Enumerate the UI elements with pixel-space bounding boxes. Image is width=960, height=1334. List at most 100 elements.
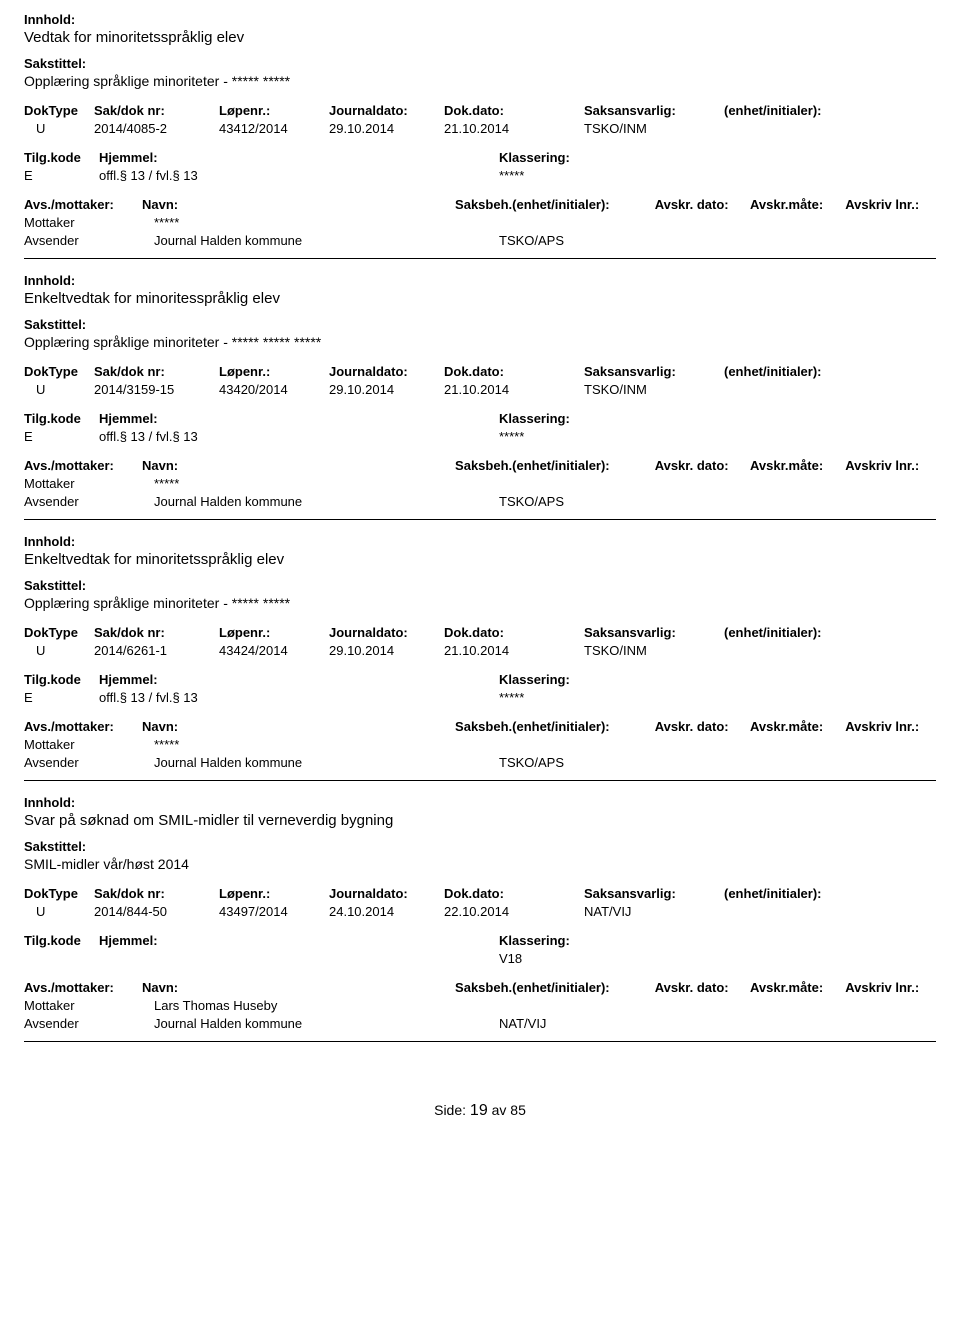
avskrmate-header: Avskr.måte:: [750, 719, 845, 734]
mottaker-name: *****: [154, 215, 499, 230]
dokdato-value: 22.10.2014: [444, 904, 584, 919]
sak-value: 2014/4085-2: [94, 121, 219, 136]
klassering-header: Klassering:: [499, 672, 699, 687]
saksbeh-header: Saksbeh.(enhet/initialer):: [455, 980, 655, 995]
journaldato-header: Journaldato:: [329, 364, 444, 379]
enhet-value: [724, 904, 874, 919]
sak-header: Sak/dok nr:: [94, 625, 219, 640]
avsender-unit: TSKO/APS: [499, 494, 719, 509]
tilg-headers: Tilg.kode Hjemmel: Klassering:: [24, 150, 936, 165]
record-divider: [24, 519, 936, 520]
avsender-label: Avsender: [24, 233, 154, 248]
klassering-value: *****: [499, 429, 699, 444]
lopenr-value: 43424/2014: [219, 643, 329, 658]
column-values: U 2014/4085-2 43412/2014 29.10.2014 21.1…: [24, 121, 936, 136]
sakstittel-label: Sakstittel:: [24, 317, 936, 332]
avskrdato-header: Avskr. dato:: [655, 980, 750, 995]
dokdato-header: Dok.dato:: [444, 364, 584, 379]
avskrmate-header: Avskr.måte:: [750, 980, 845, 995]
avskrlnr-header: Avskriv lnr.:: [845, 980, 936, 995]
saksansvarlig-header: Saksansvarlig:: [584, 886, 724, 901]
column-values: U 2014/6261-1 43424/2014 29.10.2014 21.1…: [24, 643, 936, 658]
enhet-header: (enhet/initialer):: [724, 364, 874, 379]
sak-value: 2014/3159-15: [94, 382, 219, 397]
sakstittel-value: Opplæring språklige minoriteter - ***** …: [24, 73, 936, 89]
mottaker-name: Lars Thomas Huseby: [154, 998, 499, 1013]
page-footer: Side: 19 av 85: [24, 1102, 936, 1120]
doktype-header: DokType: [24, 625, 94, 640]
avsmottaker-header: Avs./mottaker:: [24, 197, 142, 212]
enhet-value: [724, 382, 874, 397]
lopenr-value: 43412/2014: [219, 121, 329, 136]
sak-value: 2014/844-50: [94, 904, 219, 919]
navn-header: Navn:: [142, 197, 455, 212]
dokdato-value: 21.10.2014: [444, 382, 584, 397]
saksansvarlig-value: TSKO/INM: [584, 382, 724, 397]
lopenr-value: 43497/2014: [219, 904, 329, 919]
mottaker-name: *****: [154, 737, 499, 752]
enhet-value: [724, 643, 874, 658]
saksansvarlig-header: Saksansvarlig:: [584, 625, 724, 640]
sak-header: Sak/dok nr:: [94, 103, 219, 118]
tilgkode-header: Tilg.kode: [24, 933, 99, 948]
sak-header: Sak/dok nr:: [94, 886, 219, 901]
innhold-value: Svar på søknad om SMIL-midler til vernev…: [24, 812, 936, 829]
avsender-label: Avsender: [24, 494, 154, 509]
innhold-value: Enkeltvedtak for minoritesspråklig elev: [24, 290, 936, 307]
tilgkode-header: Tilg.kode: [24, 411, 99, 426]
avsender-name: Journal Halden kommune: [154, 755, 499, 770]
lopenr-header: Løpenr.:: [219, 364, 329, 379]
avsender-row: Avsender Journal Halden kommune TSKO/APS: [24, 755, 936, 770]
mottaker-row: Mottaker Lars Thomas Huseby: [24, 998, 936, 1013]
hjemmel-value: offl.§ 13 / fvl.§ 13: [99, 690, 499, 705]
record-divider: [24, 780, 936, 781]
hjemmel-header: Hjemmel:: [99, 411, 499, 426]
journaldato-header: Journaldato:: [329, 103, 444, 118]
saksansvarlig-value: TSKO/INM: [584, 643, 724, 658]
mottaker-row: Mottaker *****: [24, 215, 936, 230]
journal-record: Innhold: Svar på søknad om SMIL-midler t…: [24, 795, 936, 1031]
column-values: U 2014/844-50 43497/2014 24.10.2014 22.1…: [24, 904, 936, 919]
innhold-label: Innhold:: [24, 534, 936, 549]
doktype-header: DokType: [24, 886, 94, 901]
enhet-header: (enhet/initialer):: [724, 103, 874, 118]
klassering-header: Klassering:: [499, 933, 699, 948]
tilg-headers: Tilg.kode Hjemmel: Klassering:: [24, 672, 936, 687]
mottaker-label: Mottaker: [24, 476, 154, 491]
klassering-header: Klassering:: [499, 411, 699, 426]
avsmottaker-header: Avs./mottaker:: [24, 458, 142, 473]
journaldato-header: Journaldato:: [329, 625, 444, 640]
mottaker-row: Mottaker *****: [24, 737, 936, 752]
record-divider: [24, 258, 936, 259]
journaldato-value: 24.10.2014: [329, 904, 444, 919]
tilg-values: E offl.§ 13 / fvl.§ 13 *****: [24, 168, 936, 183]
column-headers: DokType Sak/dok nr: Løpenr.: Journaldato…: [24, 886, 936, 901]
dokdato-header: Dok.dato:: [444, 625, 584, 640]
footer-side-label: Side:: [434, 1102, 466, 1118]
avs-headers: Avs./mottaker: Navn: Saksbeh.(enhet/init…: [24, 458, 936, 473]
enhet-value: [724, 121, 874, 136]
sakstittel-value: Opplæring språklige minoriteter - ***** …: [24, 595, 936, 611]
column-headers: DokType Sak/dok nr: Løpenr.: Journaldato…: [24, 625, 936, 640]
column-values: U 2014/3159-15 43420/2014 29.10.2014 21.…: [24, 382, 936, 397]
footer-total: 85: [510, 1102, 526, 1118]
saksansvarlig-value: NAT/VIJ: [584, 904, 724, 919]
column-headers: DokType Sak/dok nr: Løpenr.: Journaldato…: [24, 103, 936, 118]
avsender-unit: TSKO/APS: [499, 233, 719, 248]
doktype-header: DokType: [24, 364, 94, 379]
avskrdato-header: Avskr. dato:: [655, 197, 750, 212]
sak-value: 2014/6261-1: [94, 643, 219, 658]
innhold-value: Vedtak for minoritetsspråklig elev: [24, 29, 936, 46]
hjemmel-value: [99, 951, 499, 966]
saksansvarlig-header: Saksansvarlig:: [584, 103, 724, 118]
lopenr-header: Løpenr.:: [219, 625, 329, 640]
tilgkode-value: [24, 951, 99, 966]
saksansvarlig-header: Saksansvarlig:: [584, 364, 724, 379]
dokdato-value: 21.10.2014: [444, 121, 584, 136]
tilg-headers: Tilg.kode Hjemmel: Klassering:: [24, 933, 936, 948]
tilgkode-value: E: [24, 429, 99, 444]
sakstittel-label: Sakstittel:: [24, 56, 936, 71]
avsender-unit: NAT/VIJ: [499, 1016, 719, 1031]
journal-record: Innhold: Enkeltvedtak for minoritetssprå…: [24, 534, 936, 770]
enhet-header: (enhet/initialer):: [724, 886, 874, 901]
